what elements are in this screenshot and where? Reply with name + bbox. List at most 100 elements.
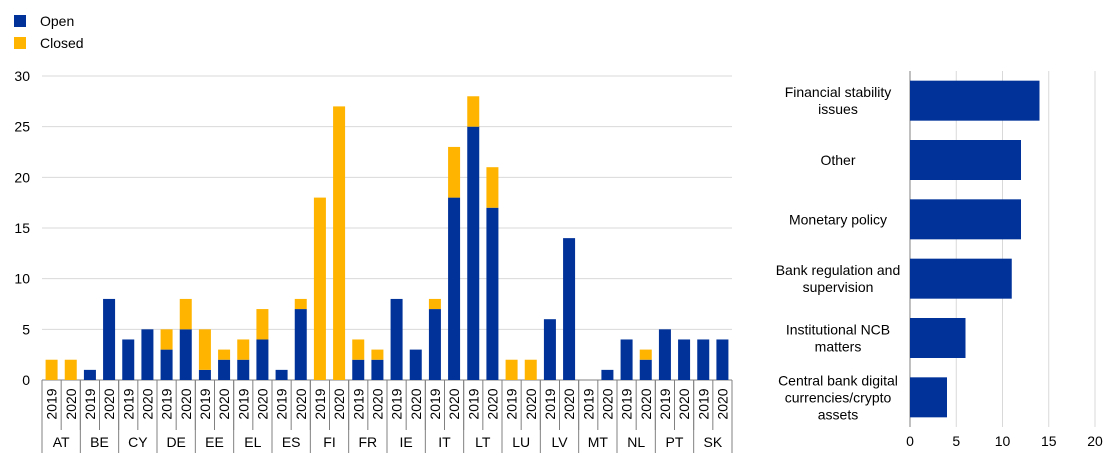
bar-open bbox=[467, 126, 480, 381]
bar-open bbox=[160, 349, 173, 380]
x-tick-label: 0 bbox=[906, 433, 914, 449]
x-tick-year: 2019 bbox=[235, 388, 251, 419]
x-tick-year: 2020 bbox=[178, 388, 194, 419]
x-tick-year: 2020 bbox=[101, 388, 117, 419]
bar-open bbox=[198, 369, 211, 380]
y-tick-label: Financial stability bbox=[785, 84, 892, 100]
x-tick-year: 2019 bbox=[580, 388, 596, 419]
x-tick-country: SK bbox=[703, 434, 722, 450]
bar-topic bbox=[910, 199, 1021, 240]
y-tick-label: issues bbox=[818, 101, 858, 117]
bar-open bbox=[678, 339, 691, 380]
bar-open bbox=[256, 339, 269, 380]
x-tick-country: LV bbox=[551, 434, 568, 450]
x-tick-year: 2019 bbox=[542, 388, 558, 419]
y-tick-label: assets bbox=[818, 406, 858, 422]
bar-open bbox=[658, 329, 671, 380]
bar-closed bbox=[524, 359, 537, 380]
x-tick-year: 2019 bbox=[657, 388, 673, 419]
bar-closed bbox=[294, 298, 307, 310]
bar-closed bbox=[45, 359, 58, 380]
x-tick-year: 2019 bbox=[619, 388, 635, 419]
bar-closed bbox=[639, 349, 652, 360]
bar-closed bbox=[448, 146, 461, 198]
bar-open bbox=[83, 369, 96, 380]
x-tick-country: ES bbox=[282, 434, 301, 450]
x-tick-year: 2020 bbox=[523, 388, 539, 419]
x-tick-label: 20 bbox=[1087, 433, 1103, 449]
y-tick-label: Other bbox=[820, 152, 855, 168]
x-tick-country: DE bbox=[166, 434, 185, 450]
x-tick-country: BE bbox=[90, 434, 109, 450]
x-tick-year: 2020 bbox=[63, 388, 79, 419]
bar-open bbox=[448, 197, 461, 380]
x-tick-year: 2019 bbox=[350, 388, 366, 419]
y-tick-label: matters bbox=[815, 339, 862, 355]
x-tick-country: FR bbox=[358, 434, 377, 450]
x-tick-country: IE bbox=[400, 434, 413, 450]
x-tick-year: 2020 bbox=[254, 388, 270, 419]
x-tick-year: 2019 bbox=[427, 388, 443, 419]
bar-open bbox=[371, 359, 384, 380]
x-tick-label: 10 bbox=[995, 433, 1011, 449]
bar-open bbox=[716, 339, 729, 380]
x-tick-country: IT bbox=[438, 434, 451, 450]
x-tick-country: EL bbox=[244, 434, 261, 450]
x-tick-label: 15 bbox=[1041, 433, 1057, 449]
bar-open bbox=[620, 339, 633, 380]
bar-topic bbox=[910, 258, 1012, 299]
bar-closed bbox=[160, 329, 173, 350]
legend-item-closed: Closed bbox=[14, 32, 84, 54]
bar-open bbox=[352, 359, 365, 380]
x-tick-country: EE bbox=[205, 434, 224, 450]
y-tick-label: 25 bbox=[14, 119, 30, 135]
bar-open bbox=[639, 359, 652, 380]
bar-open bbox=[390, 298, 403, 380]
x-tick-country: AT bbox=[53, 434, 70, 450]
x-tick-year: 2020 bbox=[561, 388, 577, 419]
y-tick-label: 15 bbox=[14, 220, 30, 236]
x-tick-country: MT bbox=[588, 434, 609, 450]
x-tick-country: LU bbox=[512, 434, 530, 450]
x-tick-country: NL bbox=[627, 434, 645, 450]
y-tick-label: 0 bbox=[22, 372, 30, 388]
x-tick-year: 2020 bbox=[446, 388, 462, 419]
bar-open bbox=[486, 207, 499, 380]
x-tick-year: 2020 bbox=[331, 388, 347, 419]
bar-topic bbox=[910, 80, 1040, 121]
bar-open bbox=[543, 319, 556, 380]
x-tick-year: 2019 bbox=[465, 388, 481, 419]
bar-open bbox=[237, 359, 250, 380]
x-tick-year: 2019 bbox=[312, 388, 328, 419]
bar-closed bbox=[333, 106, 346, 381]
bar-open bbox=[103, 298, 116, 380]
x-tick-year: 2020 bbox=[216, 388, 232, 419]
y-tick-label: 20 bbox=[14, 169, 30, 185]
bar-closed bbox=[198, 329, 211, 370]
bar-closed bbox=[313, 197, 326, 380]
y-tick-label: Monetary policy bbox=[789, 211, 887, 227]
bar-topic bbox=[910, 140, 1021, 180]
chart-legend: Open Closed bbox=[14, 10, 84, 54]
bar-open bbox=[122, 339, 135, 380]
bar-open bbox=[697, 339, 710, 380]
bar-open bbox=[141, 329, 154, 380]
x-tick-year: 2019 bbox=[82, 388, 98, 419]
bar-closed bbox=[352, 339, 365, 360]
y-tick-label: Institutional NCB bbox=[786, 322, 890, 338]
bar-closed bbox=[218, 349, 231, 360]
bar-closed bbox=[505, 359, 518, 380]
bar-closed bbox=[179, 298, 192, 330]
bar-open bbox=[428, 309, 441, 380]
x-tick-country: CY bbox=[128, 434, 148, 450]
x-tick-country: PT bbox=[666, 434, 684, 450]
bar-closed bbox=[486, 167, 499, 208]
bar-closed bbox=[371, 349, 384, 360]
bar-closed bbox=[467, 96, 480, 127]
y-tick-label: Central bank digital bbox=[778, 372, 898, 388]
x-tick-year: 2019 bbox=[159, 388, 175, 419]
x-tick-year: 2020 bbox=[599, 388, 615, 419]
x-tick-country: FI bbox=[323, 434, 335, 450]
bar-open bbox=[601, 369, 614, 380]
